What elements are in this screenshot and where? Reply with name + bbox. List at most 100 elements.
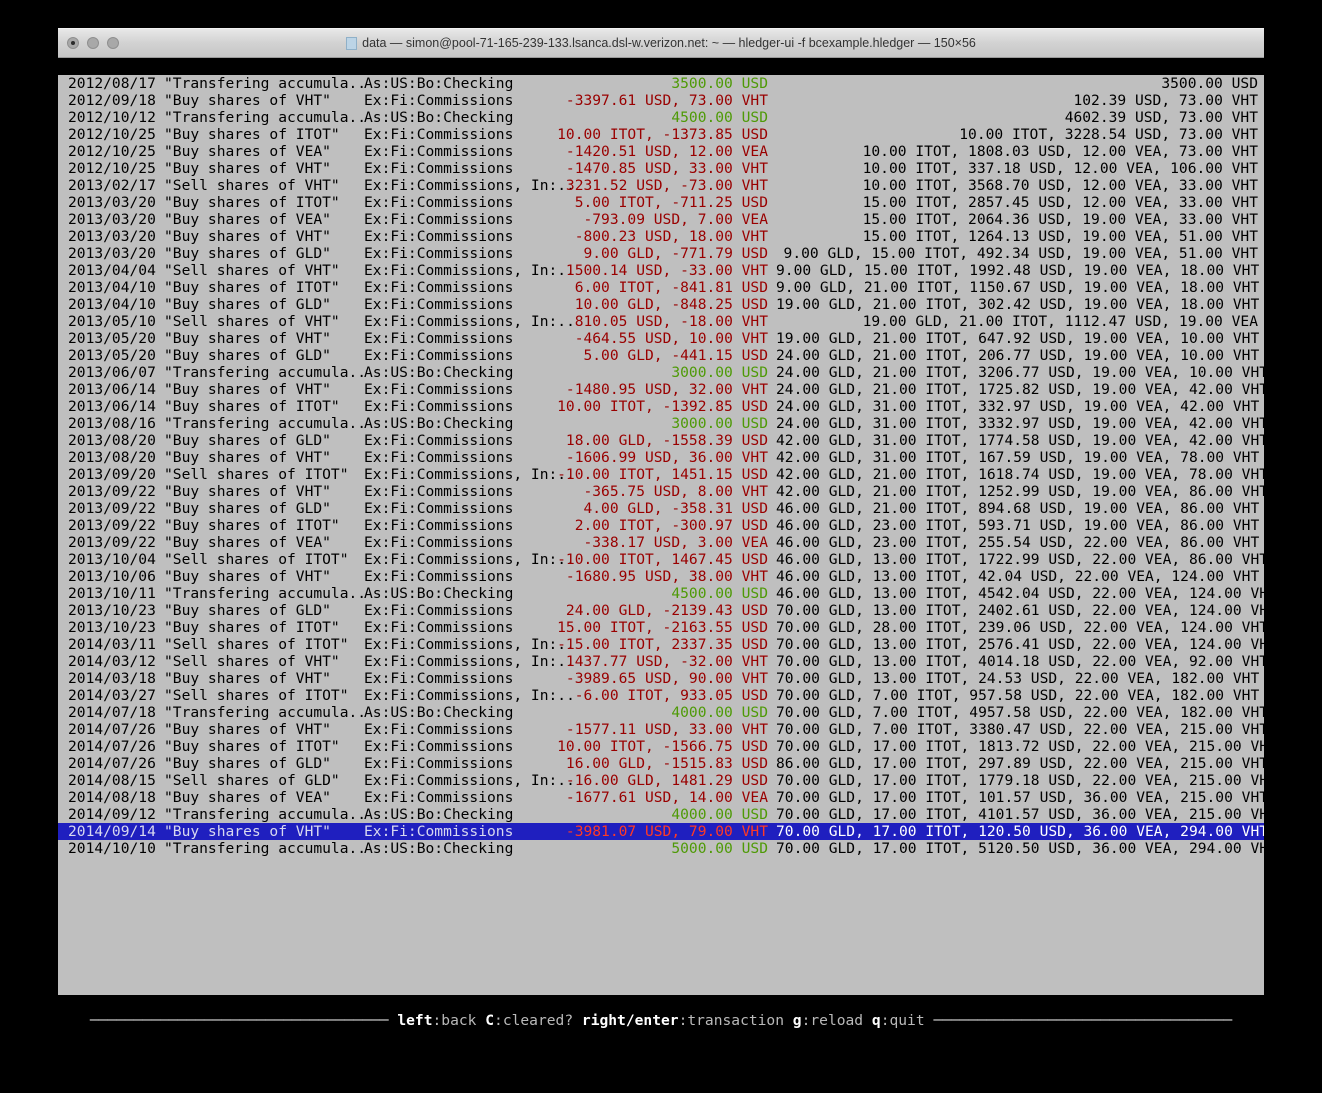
table-row[interactable]: 2014/07/18 "Transfering accumula.. As:US:B… (58, 704, 1264, 721)
row-description: "Buy shares of VHT" (164, 449, 331, 466)
transactions-list[interactable]: 2012/08/17 "Transfering accumula.. As:US:B… (58, 75, 1264, 995)
row-balance: 24.00 GLD, 31.00 ITOT, 332.97 USD, 19.00… (776, 398, 1260, 415)
table-row[interactable]: 2013/04/04 "Sell shares of VHT" Ex:Fi:Comm… (58, 262, 1264, 279)
table-row[interactable]: 2013/08/20 "Buy shares of VHT" Ex:Fi:Commi… (58, 449, 1264, 466)
table-row[interactable]: 2013/09/22 "Buy shares of GLD" Ex:Fi:Commi… (58, 500, 1264, 517)
row-description: "Buy shares of ITOT" (164, 517, 340, 534)
table-row[interactable]: 2013/10/23 "Buy shares of ITOT" Ex:Fi:Comm… (58, 619, 1264, 636)
row-account: Ex:Fi:Commissions (364, 823, 514, 840)
table-row[interactable]: 2014/09/12 "Transfering accumula.. As:US:B… (58, 806, 1264, 823)
status-key-right-enter[interactable]: right/enter:transaction (582, 1012, 784, 1029)
row-account: Ex:Fi:Commissions (364, 126, 514, 143)
row-date: 2013/09/22 (68, 517, 156, 534)
table-row[interactable]: 2012/10/25 "Buy shares of ITOT" Ex:Fi:Comm… (58, 126, 1264, 143)
status-key-label: left (397, 1012, 433, 1029)
table-row[interactable]: 2013/04/10 "Buy shares of GLD" Ex:Fi:Commi… (58, 296, 1264, 313)
terminal-gap (58, 995, 1264, 1012)
row-balance: 70.00 GLD, 28.00 ITOT, 239.06 USD, 22.00… (776, 619, 1264, 636)
table-row[interactable]: 2013/05/10 "Sell shares of VHT" Ex:Fi:Comm… (58, 313, 1264, 330)
window-titlebar[interactable]: data — simon@pool-71-165-239-133.lsanca.… (58, 28, 1264, 58)
table-row[interactable]: 2014/08/18 "Buy shares of VEA" Ex:Fi:Commi… (58, 789, 1264, 806)
row-balance: 24.00 GLD, 21.00 ITOT, 1725.82 USD, 19.0… (776, 381, 1264, 398)
table-row[interactable]: 2012/08/17 "Transfering accumula.. As:US:B… (58, 75, 1264, 92)
table-row[interactable]: 2013/06/14 "Buy shares of ITOT" Ex:Fi:Comm… (58, 398, 1264, 415)
table-row[interactable]: 2013/10/04 "Sell shares of ITOT" Ex:Fi:Com… (58, 551, 1264, 568)
status-key-left[interactable]: left:back (397, 1012, 476, 1029)
table-row[interactable]: 2013/10/23 "Buy shares of GLD" Ex:Fi:Commi… (58, 602, 1264, 619)
row-date: 2013/08/20 (68, 449, 156, 466)
row-description: "Transfering accumula.. (164, 109, 367, 126)
row-balance: 70.00 GLD, 13.00 ITOT, 24.53 USD, 22.00 … (776, 670, 1260, 687)
row-balance: 10.00 ITOT, 1808.03 USD, 12.00 VEA, 73.0… (862, 143, 1258, 160)
row-balance: 70.00 GLD, 17.00 ITOT, 101.57 USD, 36.00… (776, 789, 1264, 806)
table-row[interactable]: 2012/10/25 "Buy shares of VHT" Ex:Fi:Commi… (58, 160, 1264, 177)
row-amount: -1680.95 USD, 38.00 VHT (565, 568, 768, 585)
table-row[interactable]: 2013/08/20 "Buy shares of GLD" Ex:Fi:Commi… (58, 432, 1264, 449)
status-key-g[interactable]: g:reload (793, 1012, 863, 1029)
table-row[interactable]: 2014/08/15 "Sell shares of GLD" Ex:Fi:Comm… (58, 772, 1264, 789)
table-row[interactable]: 2014/03/27 "Sell shares of ITOT" Ex:Fi:Com… (58, 687, 1264, 704)
table-row[interactable]: 2014/03/18 "Buy shares of VHT" Ex:Fi:Commi… (58, 670, 1264, 687)
table-row[interactable]: 2013/09/20 "Sell shares of ITOT" Ex:Fi:Com… (58, 466, 1264, 483)
status-key-q[interactable]: q:quit (872, 1012, 925, 1029)
table-row[interactable]: 2013/05/20 "Buy shares of GLD" Ex:Fi:Commi… (58, 347, 1264, 364)
row-description: "Sell shares of VHT" (164, 313, 340, 330)
row-balance: 10.00 ITOT, 3568.70 USD, 12.00 VEA, 33.0… (862, 177, 1258, 194)
status-key-c[interactable]: C:cleared? (485, 1012, 573, 1029)
row-description: "Transfering accumula.. (164, 364, 367, 381)
table-row[interactable]: 2014/07/26 "Buy shares of ITOT" Ex:Fi:Comm… (58, 738, 1264, 755)
row-balance: 10.00 ITOT, 337.18 USD, 12.00 VEA, 106.0… (862, 160, 1258, 177)
table-row[interactable]: 2013/04/10 "Buy shares of ITOT" Ex:Fi:Comm… (58, 279, 1264, 296)
row-date: 2013/03/20 (68, 245, 156, 262)
row-amount: 4500.00 USD (671, 109, 768, 126)
row-description: "Buy shares of GLD" (164, 432, 331, 449)
table-row[interactable]: 2013/10/11 "Transfering accumula.. As:US:B… (58, 585, 1264, 602)
table-row[interactable]: 2013/09/22 "Buy shares of VEA" Ex:Fi:Commi… (58, 534, 1264, 551)
table-row[interactable]: 2014/07/26 "Buy shares of VHT" Ex:Fi:Commi… (58, 721, 1264, 738)
row-date: 2013/09/22 (68, 534, 156, 551)
table-row[interactable]: 2013/08/16 "Transfering accumula.. As:US:B… (58, 415, 1264, 432)
row-amount: 24.00 GLD, -2139.43 USD (565, 602, 768, 619)
row-balance: 70.00 GLD, 7.00 ITOT, 4957.58 USD, 22.00… (776, 704, 1264, 721)
row-date: 2014/09/12 (68, 806, 156, 823)
table-row[interactable]: 2014/03/11 "Sell shares of ITOT" Ex:Fi:Com… (58, 636, 1264, 653)
row-balance: 70.00 GLD, 17.00 ITOT, 1813.72 USD, 22.0… (776, 738, 1264, 755)
table-row[interactable]: 2013/03/20 "Buy shares of ITOT" Ex:Fi:Comm… (58, 194, 1264, 211)
row-date: 2013/09/22 (68, 483, 156, 500)
table-row[interactable]: 2014/10/10 "Transfering accumula.. As:US:B… (58, 840, 1264, 857)
status-rule-left: ────────────────────────────────── (89, 1012, 389, 1029)
row-account: As:US:Bo:Checking (364, 364, 514, 381)
terminal-screen: ────────────────────────────────────────… (58, 58, 1264, 1029)
row-date: 2013/05/20 (68, 347, 156, 364)
table-row[interactable]: 2014/07/26 "Buy shares of GLD" Ex:Fi:Commi… (58, 755, 1264, 772)
table-row[interactable]: 2013/03/20 "Buy shares of GLD" Ex:Fi:Commi… (58, 245, 1264, 262)
row-balance: 46.00 GLD, 13.00 ITOT, 1722.99 USD, 22.0… (776, 551, 1264, 568)
table-row[interactable]: 2012/09/18 "Buy shares of VHT" Ex:Fi:Commi… (58, 92, 1264, 109)
table-row[interactable]: 2013/09/22 "Buy shares of ITOT" Ex:Fi:Comm… (58, 517, 1264, 534)
table-row[interactable]: 2013/03/20 "Buy shares of VHT" Ex:Fi:Commi… (58, 228, 1264, 245)
zoom-button[interactable] (107, 37, 119, 49)
table-row[interactable]: 2014/03/12 "Sell shares of VHT" Ex:Fi:Comm… (58, 653, 1264, 670)
row-description: "Buy shares of VHT" (164, 721, 331, 738)
row-description: "Sell shares of VHT" (164, 653, 340, 670)
row-date: 2014/07/26 (68, 721, 156, 738)
table-row[interactable]: 2013/10/06 "Buy shares of VHT" Ex:Fi:Commi… (58, 568, 1264, 585)
table-row[interactable]: 2013/02/17 "Sell shares of VHT" Ex:Fi:Comm… (58, 177, 1264, 194)
table-row[interactable]: 2012/10/25 "Buy shares of VEA" Ex:Fi:Commi… (58, 143, 1264, 160)
document-icon (346, 36, 358, 50)
row-balance: 70.00 GLD, 13.00 ITOT, 4014.18 USD, 22.0… (776, 653, 1264, 670)
minimize-button[interactable] (87, 37, 99, 49)
table-row[interactable]: 2013/06/07 "Transfering accumula.. As:US:B… (58, 364, 1264, 381)
table-row[interactable]: 2012/10/12 "Transfering accumula.. As:US:B… (58, 109, 1264, 126)
table-row[interactable]: 2013/09/22 "Buy shares of VHT" Ex:Fi:Commi… (58, 483, 1264, 500)
row-date: 2012/08/17 (68, 75, 156, 92)
row-amount: 2.00 ITOT, -300.97 USD (574, 517, 768, 534)
close-button[interactable] (67, 37, 79, 49)
table-row[interactable]: 2013/03/20 "Buy shares of VEA" Ex:Fi:Commi… (58, 211, 1264, 228)
row-date: 2014/03/18 (68, 670, 156, 687)
row-description: "Buy shares of ITOT" (164, 619, 340, 636)
table-row[interactable]: 2013/05/20 "Buy shares of VHT" Ex:Fi:Commi… (58, 330, 1264, 347)
row-description: "Buy shares of VHT" (164, 330, 331, 347)
table-row[interactable]: 2013/06/14 "Buy shares of VHT" Ex:Fi:Commi… (58, 381, 1264, 398)
table-row[interactable]: 2014/09/14 "Buy shares of VHT" Ex:Fi:Commi… (58, 823, 1264, 840)
